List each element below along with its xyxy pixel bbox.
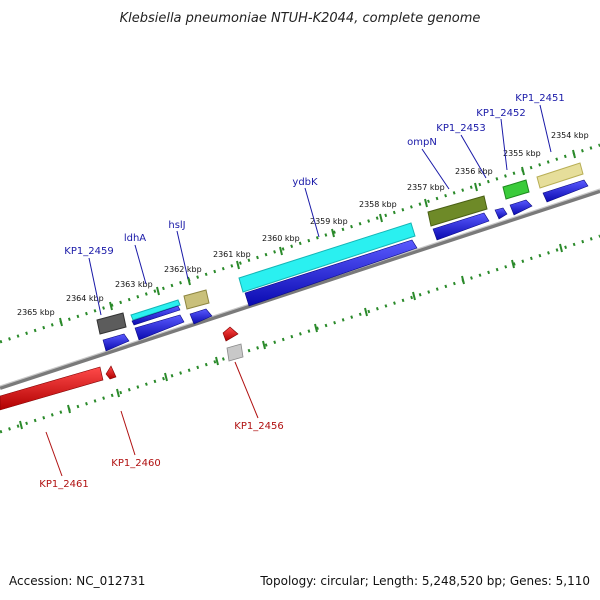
reverse-scale-track [0,234,600,434]
gene-label[interactable]: KP1_2460 [111,458,160,469]
feature-cyan-small[interactable] [130,299,181,321]
tick-label: 2363 kbp [115,280,153,289]
forward-features[interactable] [96,162,584,335]
tick-label: 2361 kbp [213,250,251,259]
gene-label[interactable]: ldhA [124,233,146,244]
tick-label: 2364 kbp [66,294,104,303]
forward-scale-track [0,143,600,344]
map-title: Klebsiella pneumoniae NTUH-K2044, comple… [120,11,481,26]
gene-label[interactable]: KP1_2459 [64,246,113,257]
forward-callouts [88,104,552,316]
scale-tick-labels: 2354 kbp 2355 kbp 2356 kbp 2357 kbp 2358… [17,131,589,317]
cds-arrow-rev[interactable] [105,365,117,380]
cds-arrow-rev[interactable] [0,366,104,411]
reverse-gene-labels: KP1_2456 KP1_2460 KP1_2461 [39,421,283,490]
feature-olive[interactable] [427,195,488,227]
reverse-features[interactable] [0,326,244,411]
cds-arrow-fwd[interactable] [542,179,589,203]
tick-label: 2357 kbp [407,183,445,192]
genome-backbone [0,189,600,390]
gene-label[interactable]: KP1_2453 [436,123,485,134]
forward-cds[interactable] [102,179,589,352]
feature-tan[interactable] [183,289,210,310]
cds-arrow-fwd[interactable] [131,305,181,326]
gene-label[interactable]: KP1_2451 [515,93,564,104]
feature-khaki[interactable] [536,162,584,189]
forward-gene-labels: KP1_2451 KP1_2452 KP1_2453 ompN ydbK hsl… [64,93,564,257]
tick-label: 2362 kbp [164,265,202,274]
tick-label: 2359 kbp [310,217,348,226]
reverse-major-ticks [19,243,563,430]
cds-arrow-rev[interactable] [222,326,239,342]
tick-label: 2355 kbp [503,149,541,158]
tick-label: 2354 kbp [551,131,589,140]
gene-label[interactable]: hslJ [168,220,185,231]
feature-green[interactable] [502,179,530,200]
feature-lightgray[interactable] [226,343,244,362]
feature-gray[interactable] [96,312,127,335]
tick-label: 2365 kbp [17,308,55,317]
cds-arrow-fwd[interactable] [189,308,213,325]
cds-arrow-fwd[interactable] [102,333,130,352]
cds-arrow-fwd[interactable] [509,199,533,216]
tick-label: 2358 kbp [359,200,397,209]
tick-label: 2356 kbp [455,167,493,176]
gene-label[interactable]: ydbK [292,177,318,188]
cds-arrow-fwd[interactable] [244,239,418,307]
cds-arrow-fwd[interactable] [432,212,490,241]
gene-label[interactable]: ompN [407,137,437,148]
reverse-callouts [45,361,259,477]
tick-label: 2360 kbp [262,234,300,243]
accession-text: Accession: NC_012731 [9,574,145,588]
gene-label[interactable]: KP1_2461 [39,479,88,490]
gene-label[interactable]: KP1_2452 [476,108,525,119]
gene-label[interactable]: KP1_2456 [234,421,283,432]
feature-cyan[interactable] [238,222,416,293]
cds-arrow-fwd[interactable] [494,207,508,220]
cds-arrow-fwd[interactable] [134,314,185,341]
topology-text: Topology: circular; Length: 5,248,520 bp… [259,574,590,588]
